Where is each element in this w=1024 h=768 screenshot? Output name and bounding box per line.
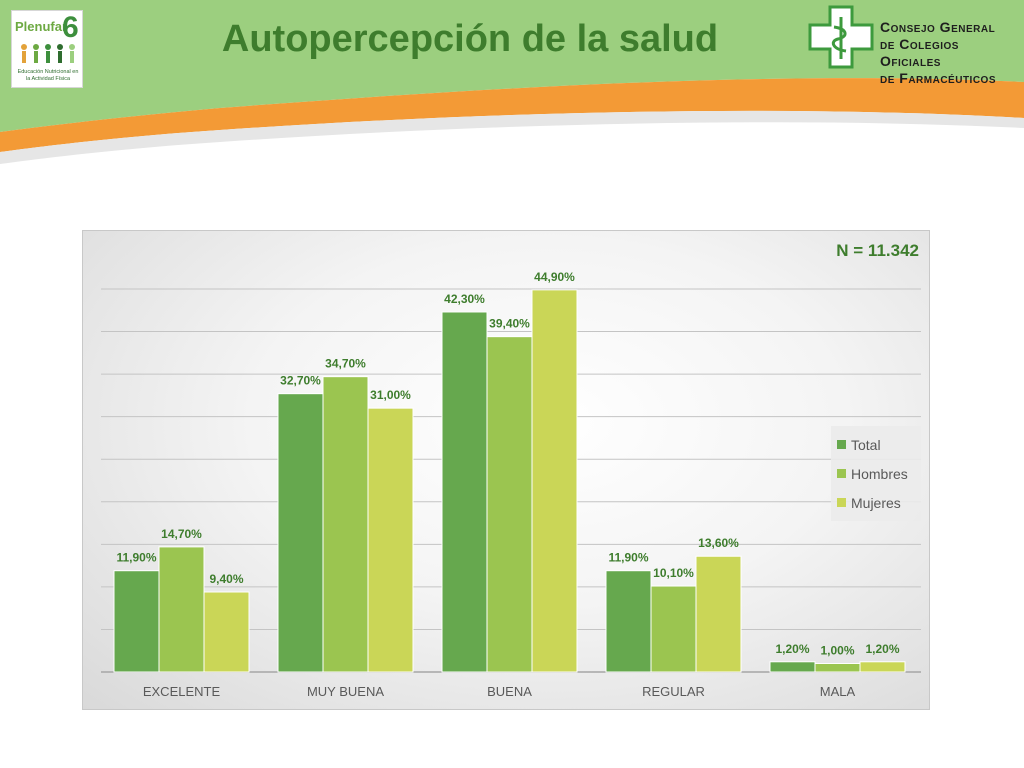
bar-mujeres bbox=[203, 591, 250, 673]
bar-mujeres bbox=[531, 289, 578, 673]
bar-hombres bbox=[158, 546, 205, 673]
sample-size-label: N = 11.342 bbox=[836, 241, 919, 260]
data-label: 13,60% bbox=[698, 536, 739, 550]
x-tick-label: BUENA bbox=[487, 684, 532, 699]
x-tick-label: MUY BUENA bbox=[307, 684, 384, 699]
bar-hombres bbox=[486, 336, 533, 673]
legend-swatch-hombres bbox=[837, 469, 846, 478]
bar-total bbox=[769, 661, 816, 673]
cgcof-line-2: de Colegios Oficiales bbox=[880, 36, 959, 69]
legend-item-total: Total bbox=[837, 430, 921, 459]
bar-hombres bbox=[650, 585, 697, 673]
legend-label-total: Total bbox=[851, 436, 881, 453]
legend-item-mujeres: Mujeres bbox=[837, 488, 921, 517]
cgcof-line-1: Consejo General bbox=[880, 19, 996, 35]
bar-hombres bbox=[322, 376, 369, 673]
plenufar-logo-caption: Educación Nutricional en la Actividad Fí… bbox=[17, 69, 79, 82]
bar-total bbox=[113, 570, 160, 673]
data-label: 9,40% bbox=[209, 572, 243, 586]
legend-label-hombres: Hombres bbox=[851, 465, 908, 482]
legend-swatch-total bbox=[837, 440, 846, 449]
data-label: 1,20% bbox=[865, 642, 899, 656]
data-label: 14,70% bbox=[161, 527, 202, 541]
bar-mujeres bbox=[859, 661, 906, 673]
data-label: 42,30% bbox=[444, 292, 485, 306]
people-icon bbox=[21, 44, 75, 63]
bar-mujeres bbox=[367, 407, 414, 673]
pharmacy-cross-icon bbox=[808, 5, 874, 69]
plenufar-logo-number: 6 bbox=[62, 11, 79, 44]
data-label: 39,40% bbox=[489, 317, 530, 331]
data-label: 11,90% bbox=[116, 551, 156, 565]
x-tick-label: MALA bbox=[820, 684, 856, 699]
chart-panel: 11,90% 14,70% 9,40% EXCELENTE 32,70% 34,70% 31… bbox=[82, 230, 930, 710]
data-label: 32,70% bbox=[280, 374, 321, 388]
legend-item-hombres: Hombres bbox=[837, 459, 921, 488]
cgcof-line-3: de Farmacéuticos bbox=[880, 70, 996, 86]
bar-total bbox=[277, 393, 324, 673]
legend-label-mujeres: Mujeres bbox=[851, 494, 901, 511]
data-label: 10,10% bbox=[653, 566, 694, 580]
data-label: 44,90% bbox=[534, 270, 575, 284]
bar-total bbox=[441, 311, 488, 673]
x-tick-label: REGULAR bbox=[642, 684, 705, 699]
bar-mujeres bbox=[695, 555, 742, 673]
x-tick-label: EXCELENTE bbox=[143, 684, 221, 699]
cgcof-logo: Consejo General de Colegios Oficiales de… bbox=[808, 5, 1024, 86]
data-label: 1,00% bbox=[820, 643, 854, 657]
bar-total bbox=[605, 570, 652, 673]
page-title: Autopercepción de la salud bbox=[221, 18, 719, 60]
header-background bbox=[0, 0, 1024, 164]
chart-legend: Total Hombres Mujeres bbox=[831, 426, 921, 521]
data-label: 1,20% bbox=[775, 642, 809, 656]
cgcof-logo-text: Consejo General de Colegios Oficiales de… bbox=[880, 19, 1024, 87]
bar-chart: 11,90% 14,70% 9,40% EXCELENTE 32,70% 34,70% 31… bbox=[101, 270, 921, 699]
data-label: 34,70% bbox=[325, 357, 366, 371]
data-label: 11,90% bbox=[608, 551, 648, 565]
data-label: 31,00% bbox=[370, 388, 411, 402]
legend-swatch-mujeres bbox=[837, 498, 846, 507]
bar-hombres bbox=[814, 662, 861, 673]
plenufar-logo-brand: Plenufar bbox=[15, 19, 68, 34]
plenufar-logo: Plenufar 6 Educación Nutricional en la A… bbox=[11, 10, 83, 88]
